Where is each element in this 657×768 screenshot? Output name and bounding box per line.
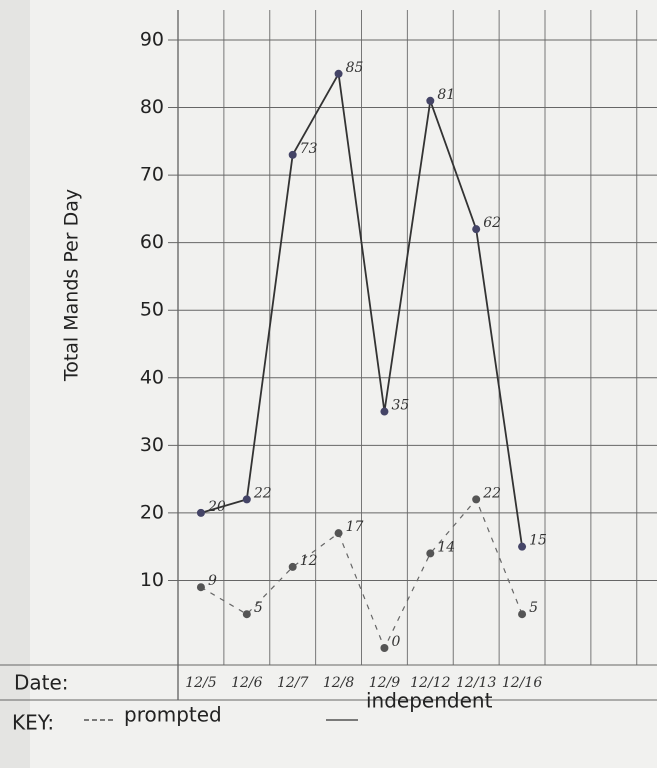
data-point — [472, 225, 481, 234]
x-tick-label: 12/16 — [502, 675, 542, 691]
series-line — [200, 498, 523, 650]
data-point — [472, 495, 481, 504]
x-tick-label: 12/6 — [231, 675, 263, 691]
data-point — [242, 610, 251, 619]
data-label: 20 — [207, 499, 226, 515]
y-tick-label: 60 — [140, 231, 164, 253]
x-tick-label: 12/7 — [277, 675, 309, 691]
data-point — [196, 583, 205, 592]
data-point — [334, 69, 343, 78]
data-label: 17 — [346, 519, 364, 535]
data-label: 22 — [253, 485, 272, 501]
y-tick-label: 10 — [140, 569, 164, 591]
data-label: 12 — [300, 553, 318, 569]
data-label: 0 — [391, 634, 400, 650]
data-label: 15 — [529, 533, 547, 549]
x-tick-label: 12/8 — [323, 675, 355, 691]
y-tick-label: 20 — [140, 501, 164, 523]
x-tick-label: 12/13 — [456, 675, 496, 691]
legend-label: independent — [366, 689, 493, 713]
legend-label: prompted — [124, 703, 222, 727]
y-tick-label: 30 — [140, 434, 164, 456]
data-label: 73 — [300, 141, 318, 157]
legend-title: KEY: — [12, 711, 54, 735]
data-point — [196, 508, 205, 517]
x-tick-label: 12/5 — [185, 675, 217, 691]
data-point — [334, 529, 343, 538]
y-tick-label: 90 — [140, 29, 164, 51]
y-tick-label: 40 — [140, 366, 164, 388]
series-line — [200, 71, 523, 547]
data-label: 14 — [437, 539, 455, 555]
data-label: 35 — [391, 398, 409, 414]
data-label: 5 — [254, 600, 263, 616]
paper-margin — [0, 0, 30, 768]
data-point — [518, 610, 527, 619]
data-point — [242, 495, 251, 504]
data-point — [288, 150, 297, 159]
data-label: 85 — [346, 60, 364, 76]
data-point — [380, 644, 389, 652]
data-label: 22 — [482, 485, 501, 501]
x-axis-label: Date: — [14, 671, 69, 695]
x-tick-label: 12/9 — [369, 675, 401, 691]
data-label: 81 — [437, 87, 455, 103]
y-tick-label: 80 — [140, 96, 164, 118]
x-tick-label: 12/12 — [410, 675, 450, 691]
data-point — [426, 549, 435, 558]
data-point — [426, 96, 435, 105]
data-point — [518, 542, 527, 551]
data-point — [380, 407, 389, 416]
y-axis-label: Total Mands Per Day — [61, 189, 83, 382]
y-tick-label: 50 — [140, 299, 164, 321]
data-label: 5 — [529, 600, 538, 616]
y-tick-label: 70 — [140, 164, 164, 186]
data-point — [288, 562, 297, 571]
data-label: 9 — [208, 573, 217, 589]
data-label: 62 — [483, 215, 501, 231]
